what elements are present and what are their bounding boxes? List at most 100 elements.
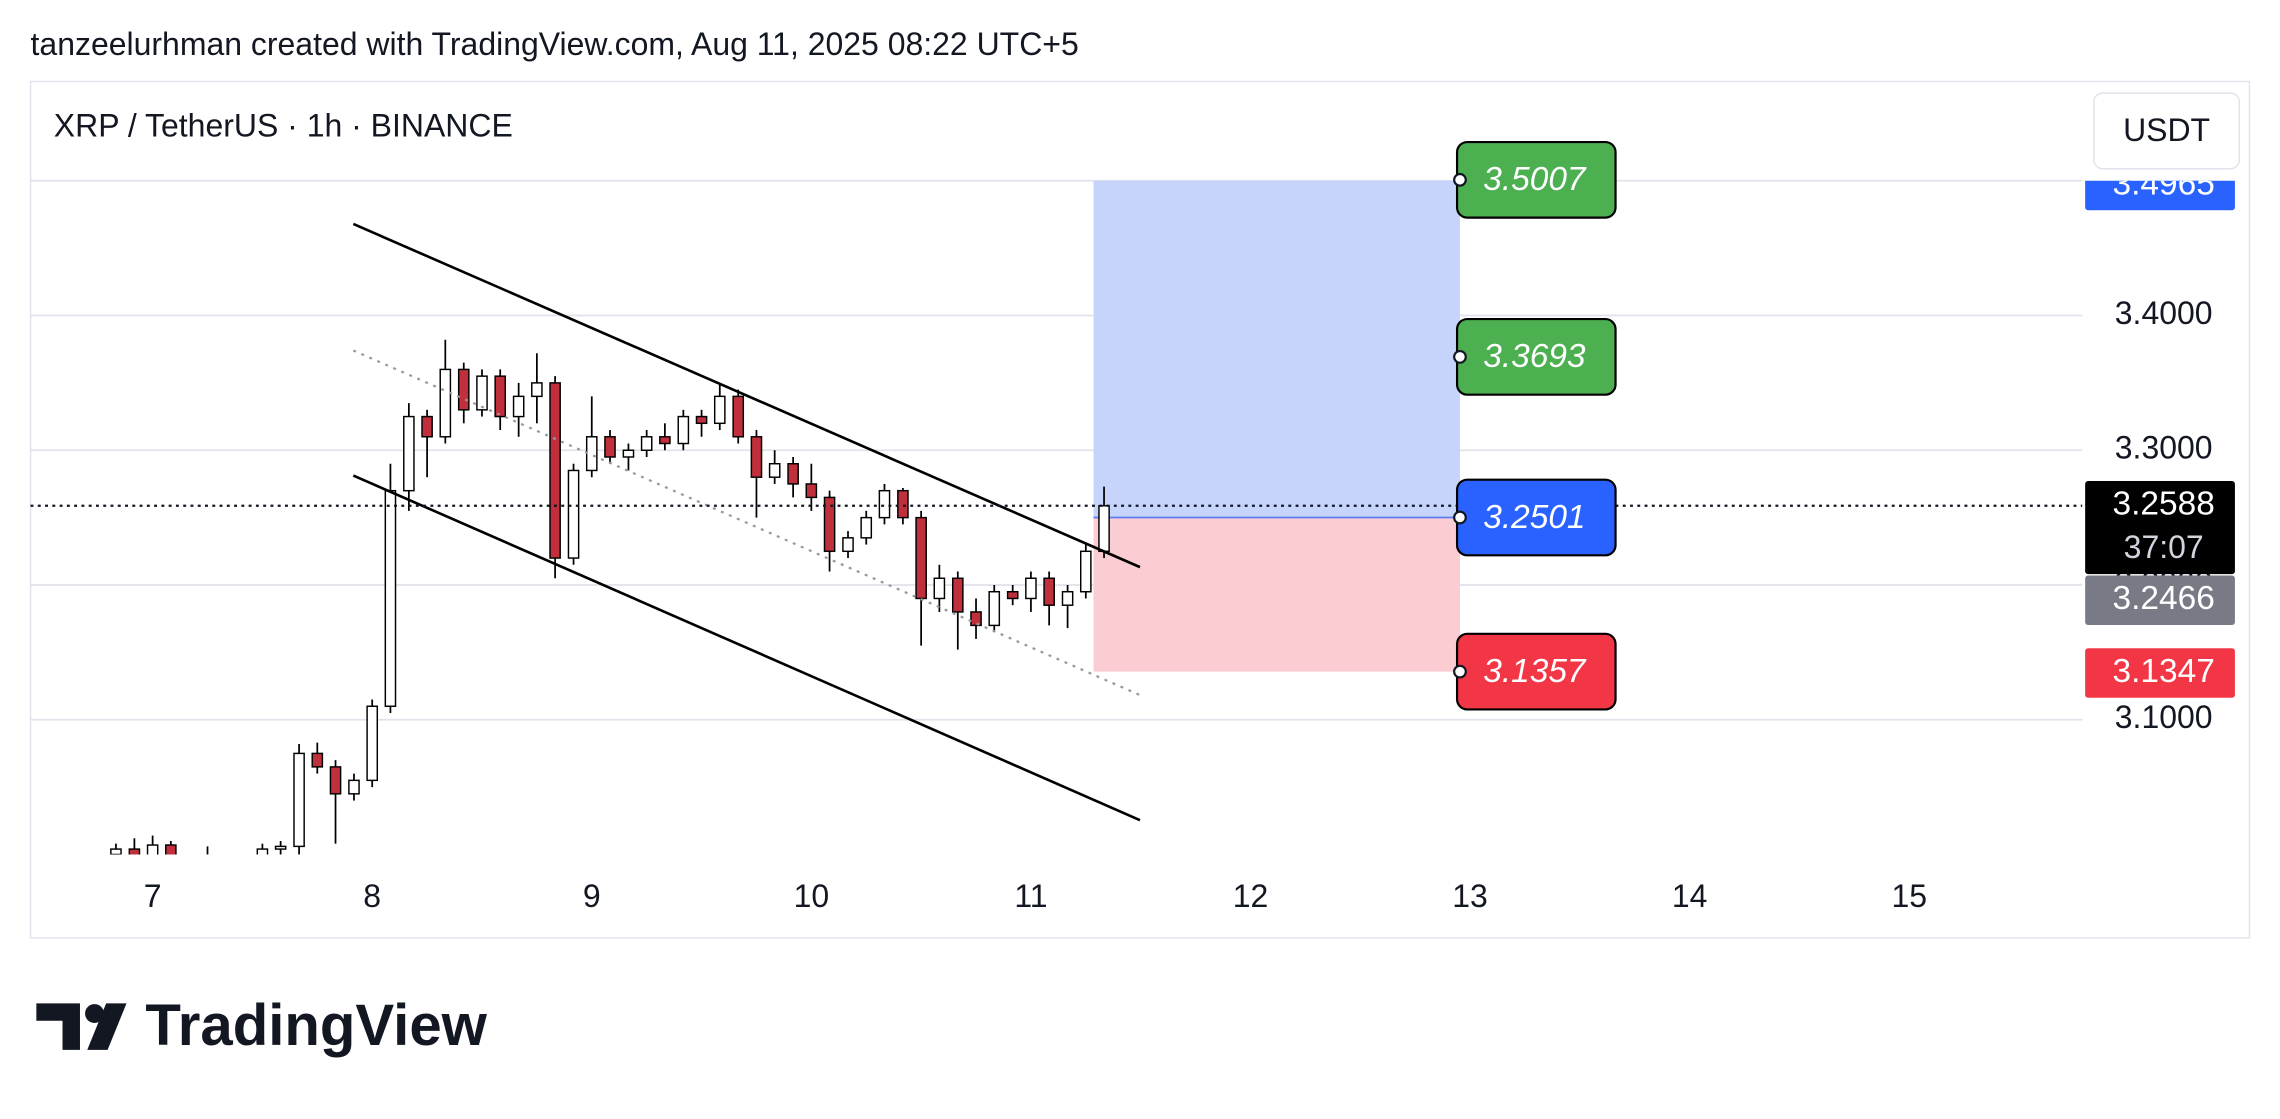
x-tick-label: 8	[363, 878, 381, 914]
candle-body	[732, 395, 745, 438]
level-anchor	[1453, 510, 1467, 525]
candle-body	[274, 845, 287, 850]
logo-icon	[87, 1003, 127, 1050]
candle-body	[1043, 577, 1055, 606]
candle-body	[165, 844, 177, 855]
candle-body	[677, 415, 690, 445]
candle-body	[366, 705, 379, 782]
candle-body	[128, 848, 141, 855]
candle-body	[293, 752, 305, 848]
candle-body	[329, 766, 342, 795]
candle-body	[1079, 550, 1092, 593]
logo: TradingView	[36, 993, 488, 1058]
channel-middle	[352, 349, 1141, 697]
attribution: tanzeelurhman created with TradingView.c…	[31, 26, 1079, 62]
candle-body	[659, 436, 671, 445]
candle-body	[970, 611, 982, 627]
channel-upper	[352, 222, 1141, 569]
candle-body	[348, 779, 360, 795]
chart-title: XRP / TetherUS · 1h · BINANCE	[54, 107, 513, 143]
candle-body	[713, 395, 726, 425]
loss-zone	[1093, 517, 1460, 672]
trend-channel	[352, 222, 1141, 822]
candle-body	[897, 489, 909, 519]
candle-body	[622, 449, 635, 458]
candle-body	[403, 415, 415, 492]
candle-body	[915, 516, 927, 600]
currency-button[interactable]: USDT	[2123, 112, 2210, 148]
candle-body	[933, 577, 946, 600]
logo-icon	[36, 1003, 80, 1050]
x-tick-label: 7	[144, 878, 162, 914]
candle-body	[860, 516, 873, 539]
candle-body	[457, 368, 470, 411]
candle-body	[1025, 577, 1037, 600]
position-zone	[1093, 180, 1460, 672]
level-label: 3.2501	[1483, 499, 1585, 536]
logo-icon	[85, 1004, 104, 1023]
price-badge-label: 3.2588	[2113, 486, 2215, 523]
x-tick-label: 9	[583, 878, 601, 914]
candle-body	[640, 436, 653, 451]
logo-text: TradingView	[145, 993, 487, 1058]
candle-body	[988, 590, 1001, 627]
channel-lower	[352, 474, 1141, 822]
level-label: 3.5007	[1483, 161, 1587, 198]
position-labels: 3.5007 3.3693 3.2501 3.1357	[1453, 140, 1617, 711]
candle-body	[768, 463, 781, 478]
candle-body	[384, 489, 397, 707]
x-tick-label: 10	[794, 878, 830, 914]
y-tick-label: 3.4000	[2115, 295, 2213, 331]
price-badge-label: 3.2466	[2113, 580, 2215, 617]
candle-body	[1061, 590, 1074, 606]
level-anchor	[1453, 664, 1467, 679]
candle-body	[421, 415, 433, 438]
candle-body	[476, 375, 488, 411]
grid	[30, 179, 2083, 721]
x-tick-label: 15	[1891, 878, 1927, 914]
candle-body	[1098, 505, 1110, 553]
x-tick-label: 14	[1672, 878, 1708, 914]
x-tick-label: 11	[1014, 878, 1047, 914]
x-tick-label: 13	[1452, 878, 1488, 914]
candle-body	[878, 489, 891, 519]
x-tick-label: 12	[1233, 878, 1269, 914]
candle-body	[585, 436, 598, 472]
candles	[110, 339, 1110, 855]
currency-button-box[interactable]	[2093, 92, 2241, 170]
price-badge	[2085, 575, 2235, 626]
candle-body	[1006, 590, 1019, 600]
candle-body	[823, 496, 836, 553]
level-label: 3.1357	[1483, 653, 1587, 690]
candle-body	[951, 577, 964, 613]
y-tick-label: 3.3000	[2115, 430, 2213, 466]
level-anchor	[1453, 172, 1467, 187]
level-anchor	[1453, 349, 1467, 364]
candle-body	[494, 375, 507, 418]
countdown: 37:07	[2124, 529, 2204, 565]
candle-body	[531, 382, 543, 398]
candle-body	[787, 463, 799, 485]
candle-body	[549, 382, 561, 559]
candle-body	[439, 368, 452, 438]
price-axis: 3.10003.20003.30003.40003.50003.49653.25…	[2085, 165, 2235, 735]
candle-body	[146, 844, 159, 855]
candle-body	[842, 537, 854, 553]
y-tick-label: 3.1000	[2115, 699, 2213, 735]
price-badge	[2085, 648, 2235, 698]
candle-body	[604, 436, 616, 458]
candle-body	[567, 469, 580, 559]
candle-body	[512, 395, 525, 418]
candle-body	[256, 848, 269, 855]
candle-body	[750, 436, 763, 478]
price-badge	[2085, 180, 2235, 211]
candle-body	[695, 415, 708, 425]
profit-zone	[1093, 180, 1460, 518]
candle-body	[311, 752, 324, 768]
candle-body	[110, 848, 122, 855]
level-label: 3.3693	[1483, 338, 1586, 375]
candle-body	[805, 483, 818, 499]
price-badge-label: 3.4965	[2113, 165, 2215, 202]
